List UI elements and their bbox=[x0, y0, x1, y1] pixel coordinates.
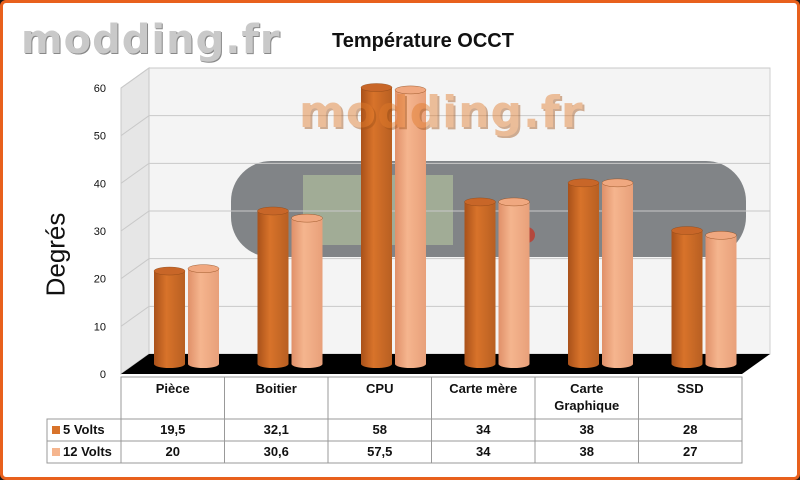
bar-5v-2 bbox=[360, 83, 393, 368]
y-tick-label: 40 bbox=[94, 178, 106, 190]
legend-label: 12 Volts bbox=[63, 444, 112, 459]
bar-12v-5 bbox=[705, 231, 737, 368]
legend-label: 5 Volts bbox=[63, 422, 105, 437]
bar-5v-0 bbox=[153, 266, 186, 368]
gridline bbox=[120, 67, 770, 89]
bar-12v-3 bbox=[498, 197, 530, 368]
bar-12v-2 bbox=[394, 85, 427, 368]
legend-swatch bbox=[52, 426, 60, 434]
chart-plot: 0 10 20 30 40 50 60 Pièce Boitier CPU Carte mère Ca… bbox=[46, 67, 771, 464]
chart-title: Température OCCT bbox=[332, 30, 514, 52]
y-tick-label: 20 bbox=[94, 274, 106, 286]
y-tick-label: 0 bbox=[100, 369, 106, 381]
data-label: 58 bbox=[373, 422, 387, 437]
gridline bbox=[120, 162, 770, 184]
data-label: 57,5 bbox=[367, 444, 392, 459]
x-category-label: Graphique bbox=[554, 398, 619, 413]
data-label: 19,5 bbox=[160, 422, 185, 437]
data-label: 38 bbox=[580, 422, 594, 437]
bar-5v-5 bbox=[671, 226, 703, 368]
x-category-label: Pièce bbox=[156, 381, 190, 396]
x-category-label: Carte bbox=[570, 381, 603, 396]
data-label: 34 bbox=[476, 422, 491, 437]
y-tick-label: 10 bbox=[94, 321, 106, 333]
gridline bbox=[120, 115, 770, 137]
bar-12v-4 bbox=[601, 178, 634, 368]
y-tick-label: 60 bbox=[94, 83, 106, 95]
bar-12v-0 bbox=[187, 264, 220, 368]
data-label: 28 bbox=[683, 422, 697, 437]
x-category-label: Carte mère bbox=[449, 381, 517, 396]
data-label: 27 bbox=[683, 444, 697, 459]
y-tick-label: 50 bbox=[94, 131, 106, 143]
bar-5v-1 bbox=[257, 206, 289, 368]
data-label: 38 bbox=[580, 444, 594, 459]
x-category-label: Boitier bbox=[256, 381, 297, 396]
gridline bbox=[120, 258, 770, 280]
watermark-top: modding.fr bbox=[21, 17, 281, 63]
watermark-center: modding.fr bbox=[299, 87, 584, 138]
bar-5v-3 bbox=[464, 197, 496, 368]
data-label: 20 bbox=[166, 444, 180, 459]
bar-5v-4 bbox=[567, 178, 600, 368]
bar-12v-1 bbox=[291, 213, 323, 368]
gridline bbox=[120, 305, 770, 327]
data-label: 30,6 bbox=[264, 444, 289, 459]
x-category-label: SSD bbox=[677, 381, 704, 396]
legend-swatch bbox=[52, 448, 60, 456]
data-label: 34 bbox=[476, 444, 491, 459]
x-category-label: CPU bbox=[366, 381, 393, 396]
data-label: 32,1 bbox=[264, 422, 289, 437]
gridline bbox=[120, 210, 770, 232]
y-tick-label: 30 bbox=[94, 226, 106, 238]
